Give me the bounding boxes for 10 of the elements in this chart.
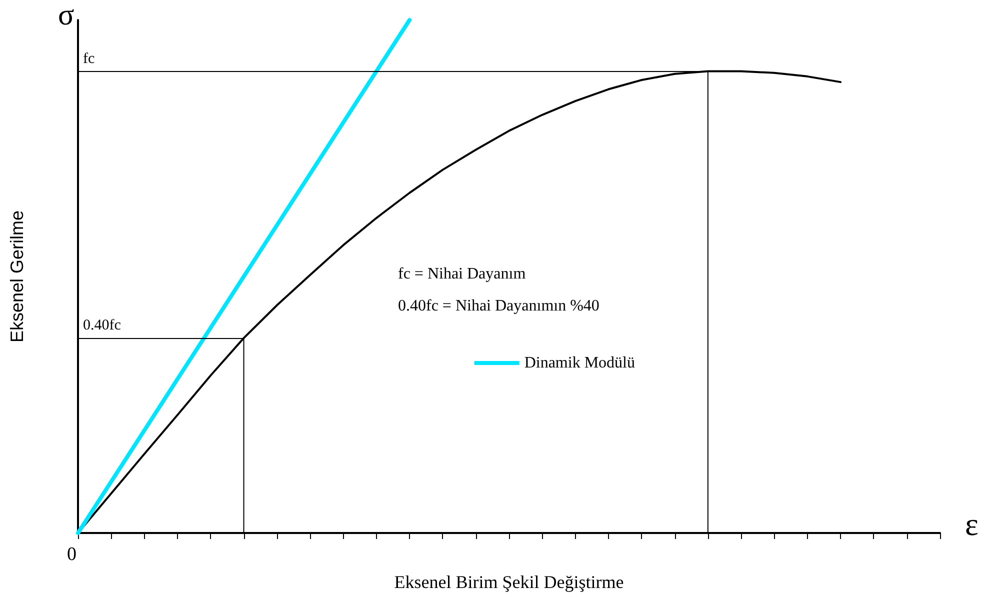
- y-axis-title: Eksenel Gerilme: [7, 210, 27, 343]
- ref-line-label: 0.40fc: [83, 318, 122, 334]
- legend-label: Dinamik Modülü: [524, 354, 636, 372]
- ref-line-label: fc: [83, 50, 95, 67]
- x-axis-title: Eksenel Birim Şekil Değiştirme: [394, 572, 624, 592]
- text: σ: [58, 0, 74, 32]
- annotation: 0.40fc = Nihai Dayanımın %40: [398, 298, 600, 314]
- text: 0: [67, 544, 76, 565]
- text: ε: [965, 506, 978, 542]
- annotation: fc = Nihai Dayanım: [398, 266, 526, 282]
